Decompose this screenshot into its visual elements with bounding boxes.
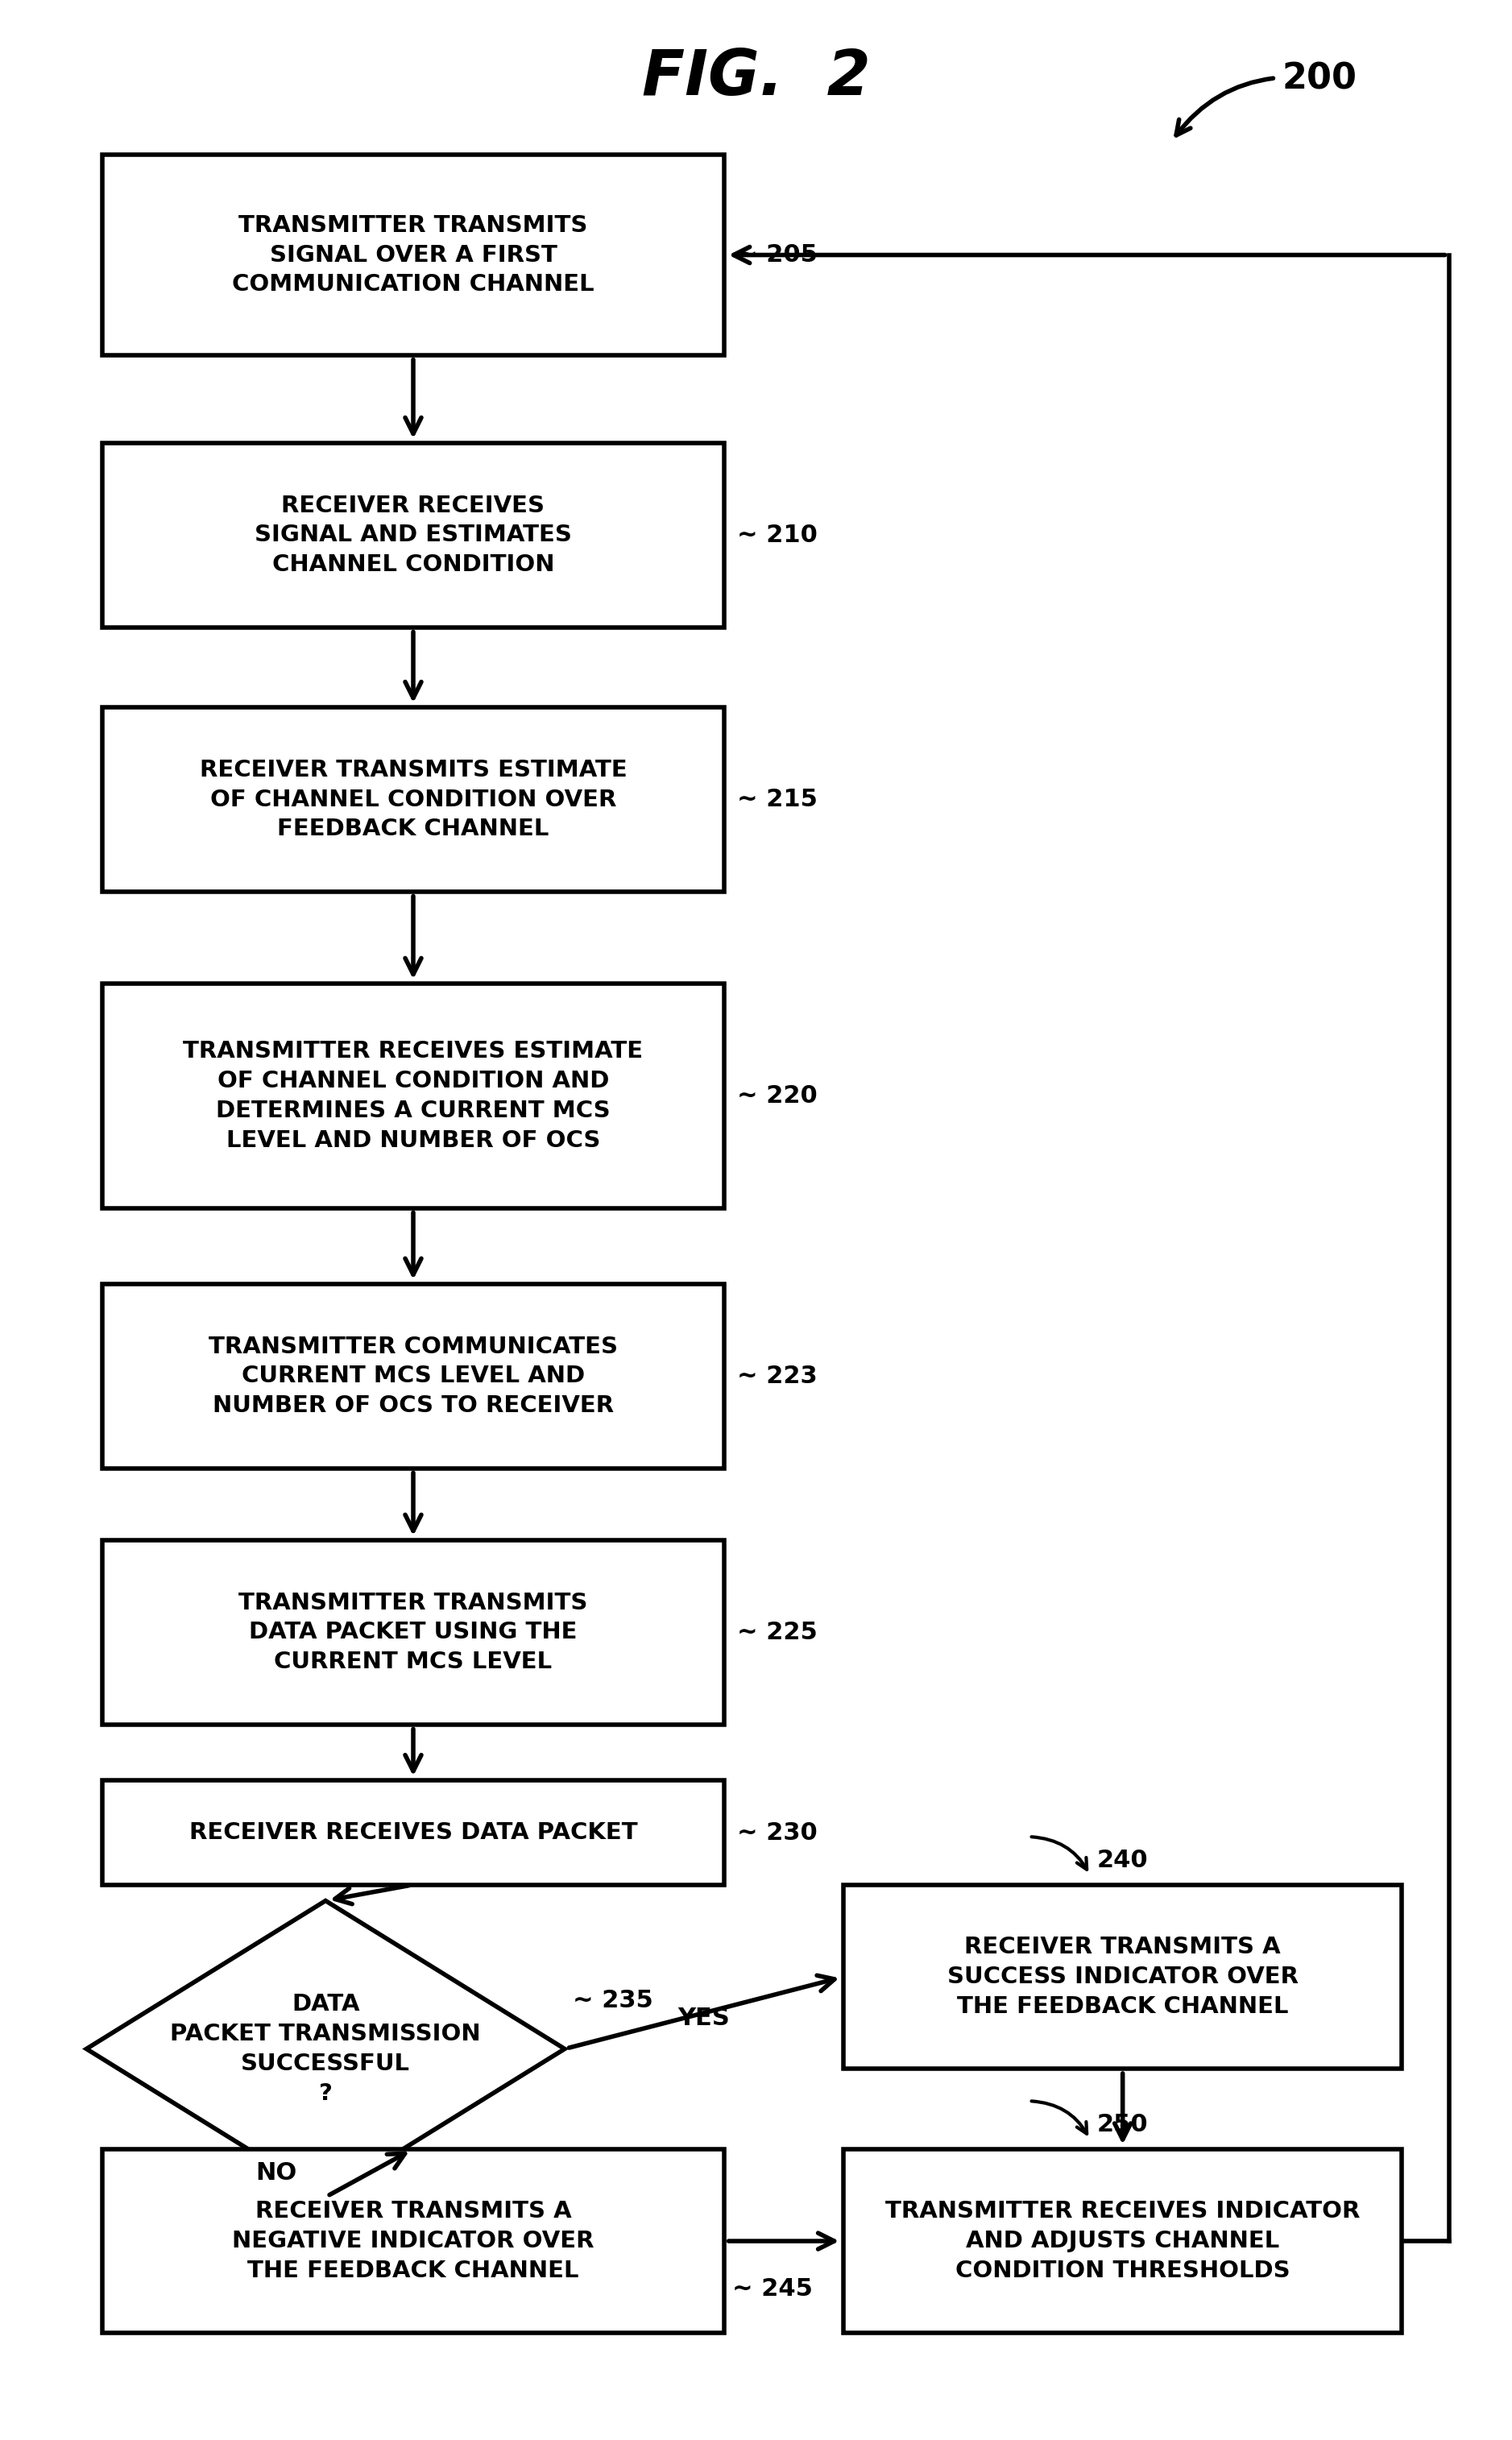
Text: TRANSMITTER COMMUNICATES
CURRENT MCS LEVEL AND
NUMBER OF OCS TO RECEIVER: TRANSMITTER COMMUNICATES CURRENT MCS LEV…: [209, 1335, 618, 1418]
Text: ~ 245: ~ 245: [732, 2277, 812, 2301]
Text: ~ 220: ~ 220: [736, 1083, 816, 1108]
Text: 200: 200: [1176, 61, 1356, 134]
Text: RECEIVER RECEIVES DATA PACKET: RECEIVER RECEIVES DATA PACKET: [189, 1820, 638, 1845]
FancyBboxPatch shape: [103, 708, 724, 891]
FancyBboxPatch shape: [103, 983, 724, 1208]
Text: RECEIVER RECEIVES
SIGNAL AND ESTIMATES
CHANNEL CONDITION: RECEIVER RECEIVES SIGNAL AND ESTIMATES C…: [254, 495, 572, 576]
Text: RECEIVER TRANSMITS A
SUCCESS INDICATOR OVER
THE FEEDBACK CHANNEL: RECEIVER TRANSMITS A SUCCESS INDICATOR O…: [947, 1935, 1299, 2018]
Text: TRANSMITTER TRANSMITS
SIGNAL OVER A FIRST
COMMUNICATION CHANNEL: TRANSMITTER TRANSMITS SIGNAL OVER A FIRS…: [233, 215, 594, 295]
FancyBboxPatch shape: [103, 1781, 724, 1884]
Text: ~ 215: ~ 215: [736, 788, 818, 810]
FancyBboxPatch shape: [844, 2150, 1402, 2333]
Text: ~ 225: ~ 225: [736, 1620, 816, 1645]
Text: DATA
PACKET TRANSMISSION
SUCCESSFUL
?: DATA PACKET TRANSMISSION SUCCESSFUL ?: [171, 1993, 481, 2106]
FancyBboxPatch shape: [103, 2150, 724, 2333]
FancyBboxPatch shape: [844, 1884, 1402, 2069]
Text: FIG.  2: FIG. 2: [641, 46, 871, 107]
Text: 240: 240: [1098, 1850, 1148, 1871]
Text: ~ 210: ~ 210: [736, 525, 818, 547]
FancyBboxPatch shape: [103, 444, 724, 627]
Text: ~ 230: ~ 230: [736, 1820, 816, 1845]
Text: 250: 250: [1098, 2113, 1148, 2135]
Text: ~ 223: ~ 223: [736, 1364, 816, 1388]
FancyBboxPatch shape: [103, 1283, 724, 1469]
FancyBboxPatch shape: [103, 154, 724, 356]
Text: RECEIVER TRANSMITS A
NEGATIVE INDICATOR OVER
THE FEEDBACK CHANNEL: RECEIVER TRANSMITS A NEGATIVE INDICATOR …: [233, 2201, 594, 2281]
Text: ~ 235: ~ 235: [573, 1989, 653, 2013]
Text: NO: NO: [256, 2162, 296, 2184]
FancyBboxPatch shape: [103, 1540, 724, 1725]
Text: RECEIVER TRANSMITS ESTIMATE
OF CHANNEL CONDITION OVER
FEEDBACK CHANNEL: RECEIVER TRANSMITS ESTIMATE OF CHANNEL C…: [200, 759, 627, 839]
Text: TRANSMITTER RECEIVES INDICATOR
AND ADJUSTS CHANNEL
CONDITION THRESHOLDS: TRANSMITTER RECEIVES INDICATOR AND ADJUS…: [886, 2201, 1361, 2281]
Text: TRANSMITTER TRANSMITS
DATA PACKET USING THE
CURRENT MCS LEVEL: TRANSMITTER TRANSMITS DATA PACKET USING …: [239, 1591, 588, 1674]
Text: ~ 205: ~ 205: [736, 244, 818, 266]
Polygon shape: [86, 1901, 564, 2196]
Text: YES: YES: [677, 2006, 730, 2030]
Text: TRANSMITTER RECEIVES ESTIMATE
OF CHANNEL CONDITION AND
DETERMINES A CURRENT MCS
: TRANSMITTER RECEIVES ESTIMATE OF CHANNEL…: [183, 1039, 643, 1152]
